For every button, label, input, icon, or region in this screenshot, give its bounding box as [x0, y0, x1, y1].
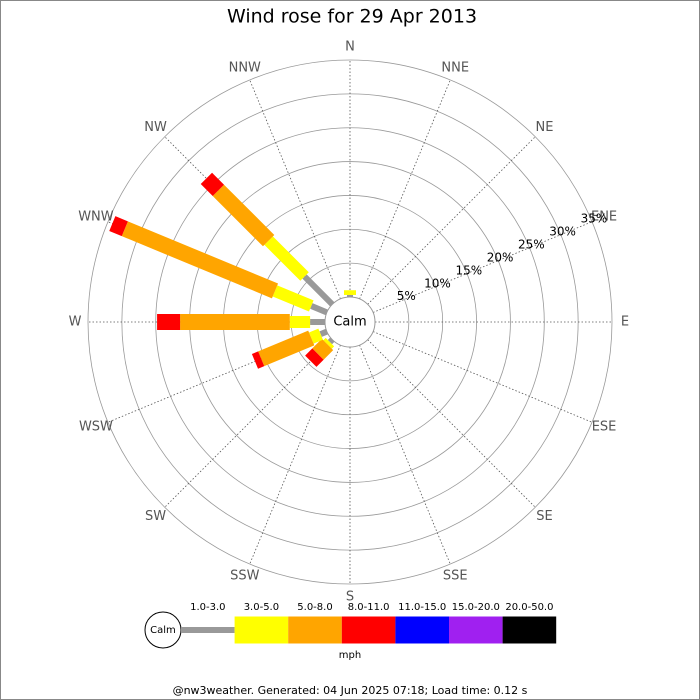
direction-label: WNW [78, 209, 114, 224]
segment [319, 328, 329, 337]
legend-swatch [288, 616, 342, 644]
segment [310, 303, 329, 316]
legend-label: 5.0-8.0 [297, 602, 332, 613]
direction-label: NNW [229, 60, 261, 75]
segment [272, 285, 314, 312]
legend-label: 8.0-11.0 [348, 602, 390, 613]
direction-label: SE [536, 509, 552, 524]
spoke [249, 344, 341, 565]
segment [308, 328, 323, 344]
spoke [367, 339, 536, 508]
direction-label: SW [145, 509, 166, 524]
segment [109, 216, 128, 237]
spoke [367, 136, 536, 305]
segment [327, 337, 335, 345]
segment [121, 221, 279, 299]
chart-title: Wind rose for 29 Apr 2013 [227, 6, 477, 28]
legend-swatch [341, 616, 396, 644]
segment [305, 348, 324, 367]
legend-label: 15.0-20.0 [452, 602, 500, 613]
spoke [372, 221, 593, 313]
legend-swatch [502, 616, 557, 644]
direction-label: SSE [443, 569, 468, 584]
direction-label: ENE [591, 209, 617, 224]
r-tick-label: 35% [581, 211, 608, 225]
legend-label: 3.0-5.0 [244, 602, 279, 613]
segment [312, 338, 334, 360]
r-tick-label: 10% [424, 276, 451, 290]
direction-label: NW [144, 120, 167, 135]
legend-swatch [395, 616, 449, 644]
legend-swatch [181, 627, 235, 633]
direction-label: S [346, 590, 354, 605]
spoke [249, 79, 341, 300]
segment [258, 330, 315, 367]
r-tick-label: 30% [549, 224, 576, 238]
direction-label: E [621, 315, 629, 330]
spoke [359, 79, 451, 300]
direction-label: NNE [441, 60, 469, 75]
direction-label: WSW [79, 420, 113, 435]
segment [212, 184, 275, 247]
segment [302, 274, 335, 307]
calm-label: Calm [333, 315, 366, 330]
segment [323, 337, 335, 349]
legend-unit: mph [339, 650, 361, 661]
legend-swatch [234, 616, 289, 644]
calm-circle [324, 296, 376, 348]
grid-ring [87, 59, 613, 585]
spoke [359, 344, 451, 565]
legend-label: 20.0-50.0 [505, 602, 553, 613]
segment [251, 351, 265, 369]
legend-swatch [449, 616, 503, 644]
r-tick-label: 25% [518, 237, 545, 251]
legend-calm-label: Calm [150, 625, 176, 636]
spoke [372, 331, 593, 423]
direction-label: SSW [230, 569, 260, 584]
direction-label: W [69, 315, 82, 330]
legend-label: 11.0-15.0 [398, 602, 446, 613]
segment [264, 236, 309, 281]
footer: @nw3weather. Generated: 04 Jun 2025 07:1… [173, 684, 528, 697]
direction-label: ESE [592, 420, 617, 435]
r-tick-label: 5% [397, 289, 416, 303]
spoke [164, 339, 333, 508]
r-tick-label: 20% [487, 250, 514, 264]
direction-label: NE [535, 120, 553, 135]
legend-label: 1.0-3.0 [190, 602, 225, 613]
segment [200, 172, 225, 197]
r-tick-label: 15% [455, 263, 482, 277]
direction-label: N [345, 40, 355, 55]
